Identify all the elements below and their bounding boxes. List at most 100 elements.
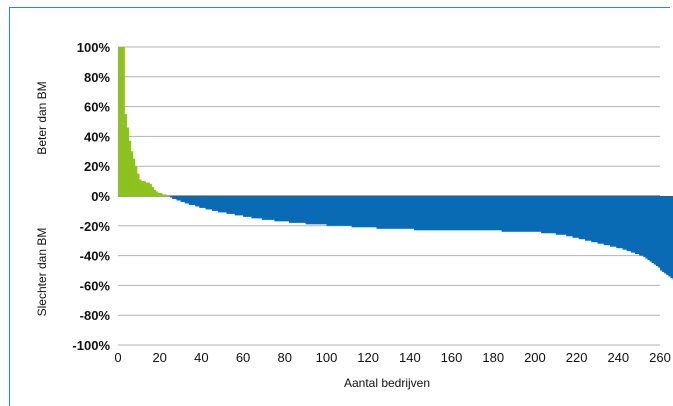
bar: [557, 196, 561, 235]
bar: [253, 196, 257, 219]
bar: [497, 196, 501, 231]
bar: [411, 196, 415, 229]
bar: [489, 196, 492, 231]
bar: [307, 196, 311, 225]
y-tick-label: -20%: [80, 219, 111, 234]
bar: [455, 196, 459, 231]
bar: [534, 196, 538, 232]
y-tick-label: -80%: [80, 308, 111, 323]
bar: [495, 196, 498, 231]
bar: [163, 194, 167, 196]
x-tick-label: 0: [114, 350, 121, 365]
bar: [464, 196, 467, 231]
bar: [601, 196, 605, 244]
bar: [143, 181, 146, 196]
bar: [322, 196, 325, 225]
bar: [626, 196, 630, 252]
bar: [643, 196, 647, 258]
bar: [341, 196, 344, 226]
bar: [207, 196, 211, 210]
bar: [668, 196, 672, 277]
bar: [188, 196, 192, 205]
bar: [670, 196, 673, 278]
bar: [451, 196, 455, 231]
bar: [474, 196, 478, 231]
x-tick-labels: 0 20 40 60 80 100 120 140 160 180 200 220 240 260: [114, 350, 670, 365]
bar: [470, 196, 473, 231]
bar: [211, 196, 215, 211]
bar: [209, 196, 213, 210]
bar: [524, 196, 528, 232]
bar: [505, 196, 509, 232]
bar: [580, 196, 584, 240]
bar: [522, 196, 526, 232]
x-tick-label: 220: [566, 350, 588, 365]
bar: [493, 196, 496, 231]
bar: [549, 196, 553, 234]
bar: [193, 196, 196, 205]
bar: [445, 196, 448, 231]
bars: [118, 47, 673, 280]
bar: [251, 196, 255, 219]
bar: [399, 196, 403, 229]
bar: [355, 196, 359, 228]
bar: [441, 196, 444, 231]
bar: [151, 187, 155, 196]
bar: [439, 196, 442, 231]
bar: [630, 196, 634, 253]
bar: [318, 196, 321, 225]
bar: [234, 196, 238, 216]
bar: [491, 196, 494, 231]
bar: [376, 196, 380, 229]
bar: [149, 184, 152, 196]
bar: [516, 196, 519, 232]
bar: [576, 196, 580, 238]
bar: [430, 196, 434, 231]
bar: [347, 196, 350, 226]
bar: [547, 196, 551, 234]
y-tick-label: -40%: [80, 249, 111, 264]
bar: [205, 196, 209, 210]
bar: [186, 196, 190, 204]
bar: [639, 196, 642, 256]
bar: [336, 196, 340, 226]
bar: [228, 196, 232, 214]
bar: [564, 196, 567, 235]
bar: [603, 196, 607, 246]
bar: [476, 196, 480, 231]
bar: [645, 196, 649, 259]
bar: [122, 47, 125, 196]
bar: [607, 196, 611, 246]
bar: [274, 196, 278, 222]
bar: [249, 196, 253, 217]
bar: [587, 196, 590, 241]
bar: [299, 196, 303, 223]
bar: [541, 196, 544, 234]
bar: [374, 196, 378, 228]
bar: [174, 196, 177, 199]
bar: [361, 196, 365, 228]
bar: [660, 196, 663, 271]
bar: [222, 196, 225, 213]
bar: [313, 196, 317, 225]
bar: [612, 196, 615, 247]
bar: [395, 196, 398, 229]
bar: [343, 196, 346, 226]
bar: [320, 196, 323, 225]
bar: [632, 196, 636, 253]
bar: [380, 196, 384, 229]
bar: [378, 196, 382, 229]
bar: [145, 182, 148, 196]
bar: [651, 196, 655, 264]
bar: [295, 196, 298, 223]
y-tick-label: 0%: [91, 189, 110, 204]
bar: [270, 196, 273, 220]
bar: [595, 196, 599, 243]
bar: [509, 196, 513, 232]
bar: [391, 196, 394, 229]
bar: [428, 196, 432, 231]
bar: [384, 196, 388, 229]
bar: [405, 196, 409, 229]
y-axis-label-lower: Slechter dan BM: [35, 228, 49, 317]
bar: [284, 196, 288, 222]
